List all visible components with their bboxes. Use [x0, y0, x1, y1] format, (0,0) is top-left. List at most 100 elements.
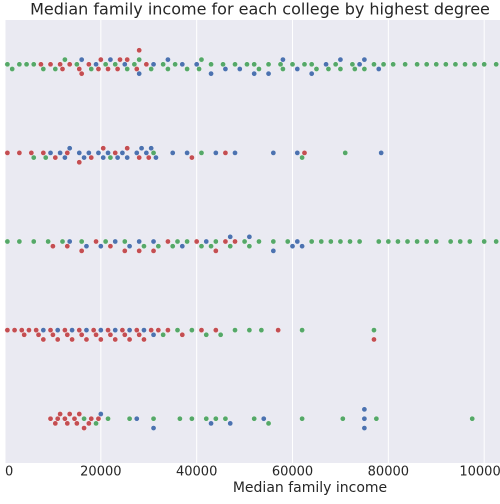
data-point [270, 150, 277, 156]
data-point [107, 243, 114, 249]
data-point [93, 61, 99, 68]
data-point [45, 238, 51, 245]
data-point [150, 61, 157, 68]
data-point [114, 66, 121, 72]
data-point [361, 425, 368, 431]
data-point [198, 150, 205, 156]
data-point [98, 243, 104, 249]
data-point [375, 66, 382, 72]
data-point [469, 415, 476, 422]
data-point [213, 150, 219, 156]
data-point [66, 61, 73, 68]
data-point [342, 150, 349, 156]
data-point [78, 70, 85, 77]
data-point [414, 61, 420, 68]
data-point [143, 61, 150, 68]
data-point [150, 331, 157, 338]
data-point [57, 61, 63, 68]
data-point [361, 406, 368, 413]
data-point [86, 150, 92, 156]
data-point [126, 336, 133, 343]
data-point [98, 411, 104, 417]
data-point [74, 61, 80, 68]
data-point [189, 154, 195, 161]
data-point [66, 145, 73, 152]
data-point [23, 61, 30, 68]
data-point [481, 238, 487, 245]
data-point [165, 327, 171, 333]
data-point [30, 154, 37, 161]
data-point [179, 331, 186, 338]
data-point [452, 61, 459, 68]
data-point [136, 248, 142, 254]
data-point [323, 61, 329, 68]
data-point [33, 327, 39, 333]
data-point [59, 238, 66, 245]
data-point [86, 61, 92, 68]
data-point [193, 238, 200, 245]
data-point [471, 61, 478, 68]
data-point [52, 420, 59, 427]
data-point [126, 415, 133, 422]
data-point [155, 327, 162, 333]
data-point [371, 61, 377, 68]
data-point [64, 331, 71, 338]
data-point [433, 61, 440, 68]
data-point [443, 61, 449, 68]
data-point [174, 327, 181, 333]
data-point [114, 154, 121, 161]
points [4, 47, 499, 431]
x-axis: 0 20000 40000 60000 80000 100000 [5, 465, 500, 480]
data-point [76, 327, 83, 333]
data-point [133, 150, 140, 156]
data-point [251, 70, 257, 77]
data-point [16, 150, 23, 156]
data-point [93, 420, 99, 427]
data-point [361, 56, 368, 63]
data-point [402, 61, 408, 68]
data-point [117, 56, 123, 63]
data-point [356, 61, 363, 68]
data-point [74, 420, 80, 427]
data-point [100, 145, 107, 152]
data-point [284, 238, 291, 245]
data-point [76, 159, 83, 166]
data-point [217, 331, 224, 338]
data-point [198, 327, 205, 333]
data-point [289, 61, 296, 68]
data-point [213, 415, 219, 422]
x-tick-label: 20000 [80, 465, 121, 480]
data-point [18, 327, 25, 333]
data-point [107, 331, 114, 338]
data-point [193, 61, 200, 68]
data-point [308, 238, 315, 245]
data-point [299, 327, 305, 333]
data-point [373, 415, 380, 422]
data-point [246, 327, 253, 333]
data-point [71, 415, 78, 422]
data-point [124, 66, 130, 72]
data-point [256, 238, 262, 245]
data-point [66, 411, 73, 417]
data-point [232, 238, 238, 245]
data-point [270, 238, 277, 245]
data-point [361, 66, 368, 72]
data-point [349, 61, 356, 68]
data-point [301, 150, 308, 156]
data-point [105, 66, 111, 72]
data-point [78, 56, 85, 63]
data-point [83, 327, 90, 333]
data-point [119, 150, 126, 156]
data-point [294, 66, 301, 72]
data-point [62, 56, 68, 63]
data-point [150, 415, 157, 422]
data-point [86, 420, 92, 427]
data-point [150, 238, 157, 245]
data-point [208, 243, 214, 249]
data-point [98, 327, 104, 333]
data-point [237, 66, 243, 72]
data-point [136, 331, 142, 338]
data-point [222, 66, 229, 72]
data-point [121, 61, 128, 68]
data-point [222, 415, 229, 422]
